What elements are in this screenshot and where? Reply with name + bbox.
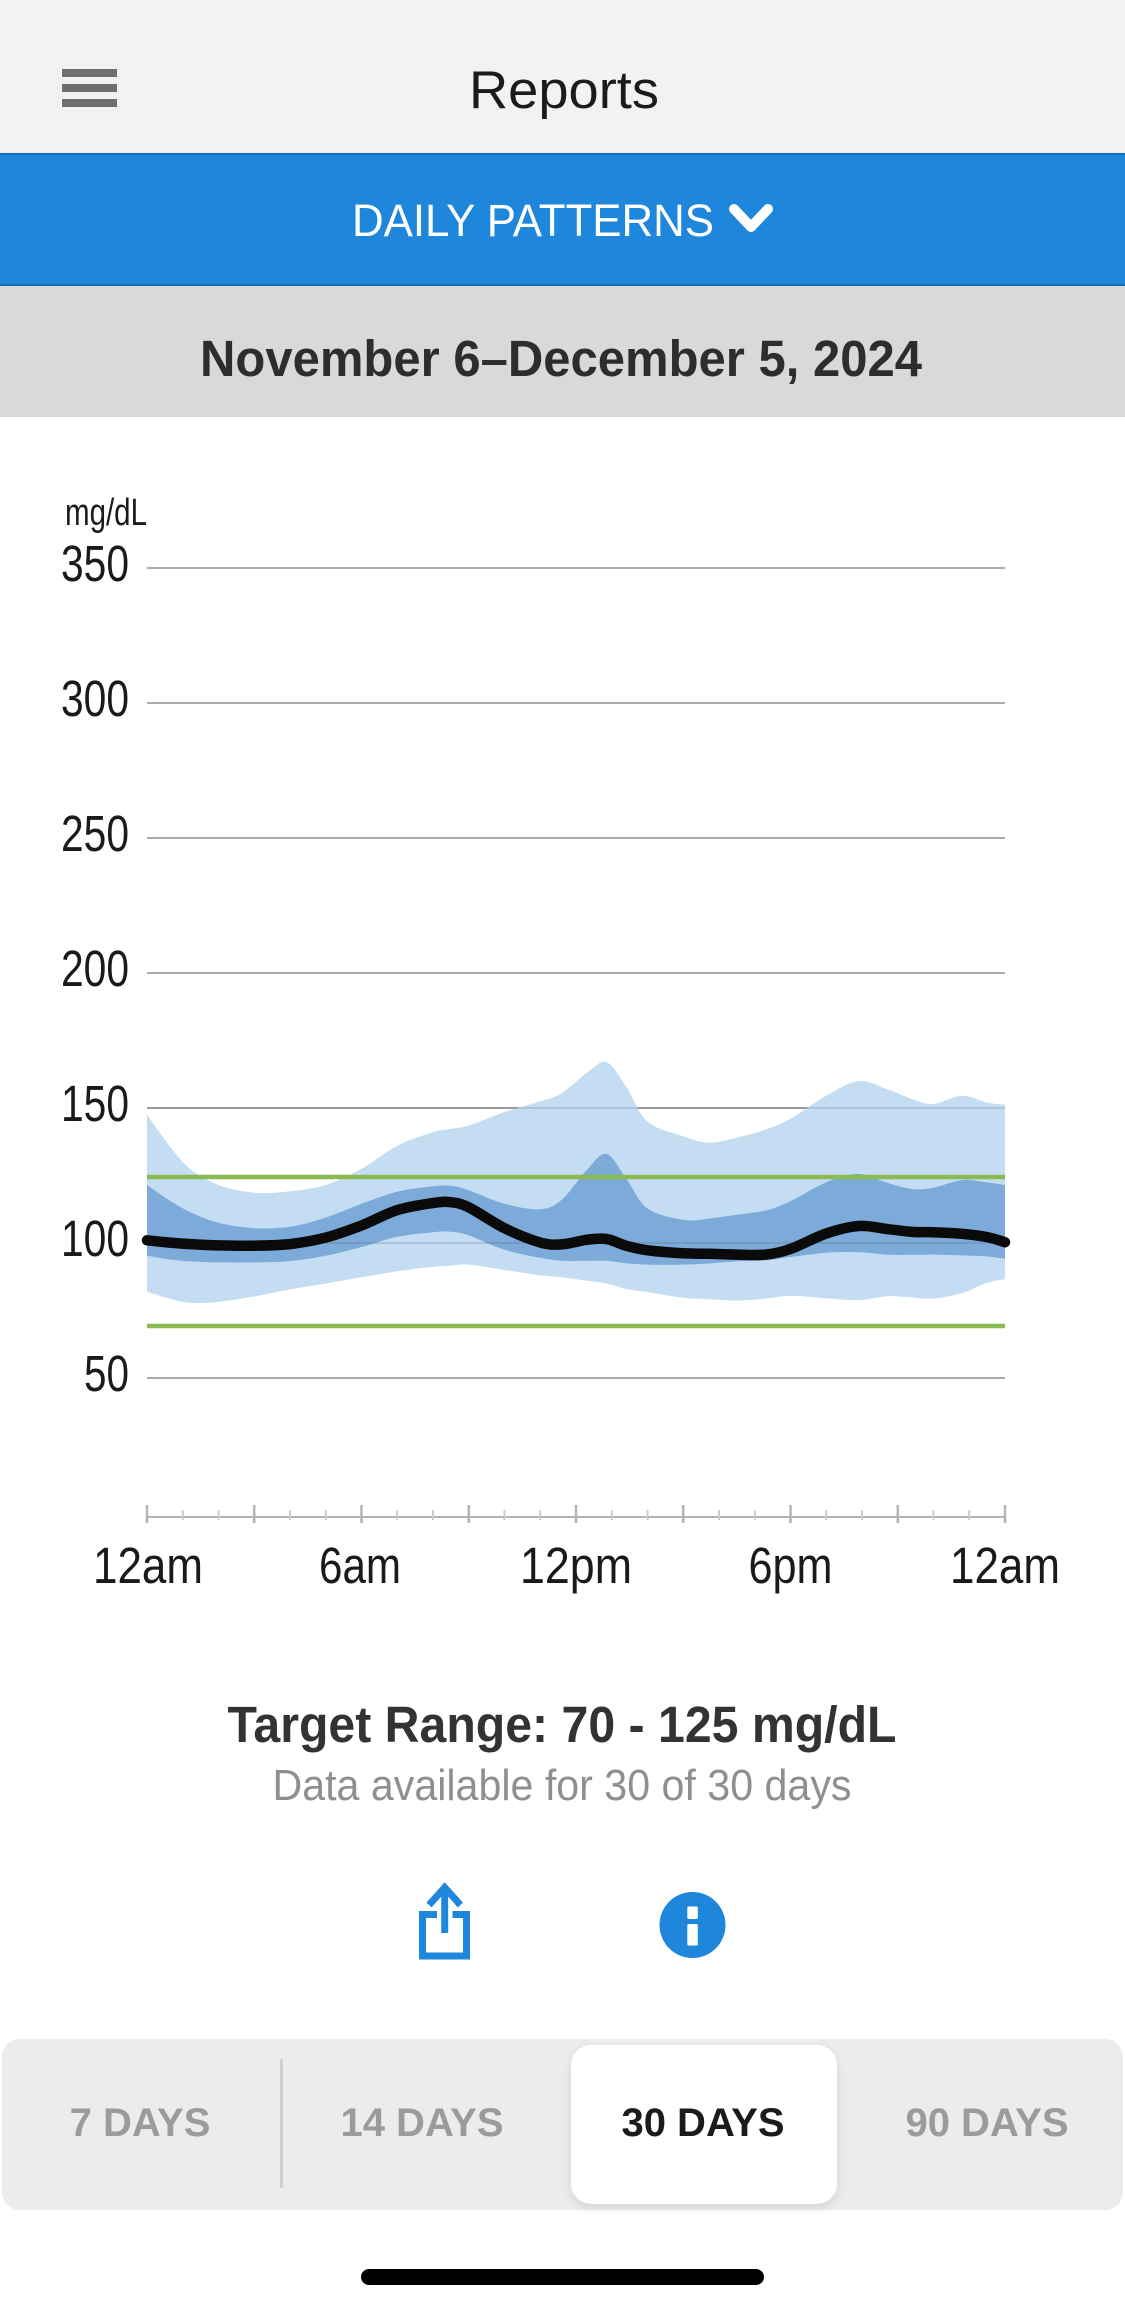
svg-text:Data available for 30 of 30 da: Data available for 30 of 30 days bbox=[273, 1761, 852, 1810]
svg-text:100: 100 bbox=[61, 1210, 129, 1267]
svg-text:Reports: Reports bbox=[469, 61, 659, 120]
svg-text:12am: 12am bbox=[950, 1537, 1060, 1594]
svg-text:200: 200 bbox=[61, 940, 129, 997]
svg-text:12pm: 12pm bbox=[520, 1537, 632, 1594]
svg-text:Target Range: 70 - 125 mg/dL: Target Range: 70 - 125 mg/dL bbox=[228, 1696, 897, 1753]
svg-text:300: 300 bbox=[61, 670, 129, 727]
svg-text:mg/dL: mg/dL bbox=[65, 492, 147, 534]
svg-text:150: 150 bbox=[61, 1075, 129, 1132]
svg-text:350: 350 bbox=[61, 535, 129, 592]
svg-text:12am: 12am bbox=[93, 1537, 203, 1594]
svg-text:50: 50 bbox=[84, 1345, 129, 1402]
svg-text:6am: 6am bbox=[319, 1537, 401, 1594]
svg-text:November 6–December 5, 2024: November 6–December 5, 2024 bbox=[200, 330, 923, 387]
svg-text:6pm: 6pm bbox=[749, 1537, 833, 1594]
svg-text:DAILY PATTERNS: DAILY PATTERNS bbox=[352, 195, 714, 246]
svg-text:250: 250 bbox=[61, 805, 129, 862]
